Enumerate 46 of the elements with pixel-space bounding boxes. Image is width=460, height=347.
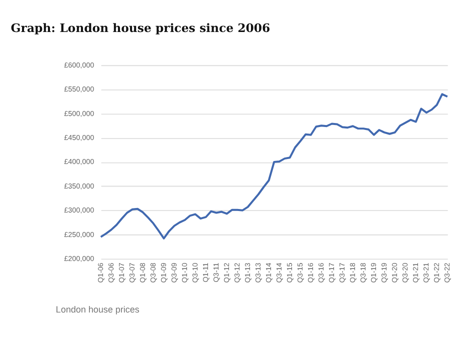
text: London house prices (56, 304, 140, 315)
y-tick-label: £500,000 (64, 108, 94, 118)
y-tick-label: £350,000 (64, 181, 94, 190)
x-tick-label: Q1-15 (285, 262, 294, 283)
x-tick-label: Q3-11 (212, 262, 221, 282)
line-series (100, 93, 448, 240)
x-tick-label: Q3-06 (106, 262, 116, 283)
x-tick-label: Q1-19 (369, 262, 378, 283)
x-tick-label: Q3-19 (380, 262, 389, 283)
chart-title: Graph: London house prices since 2006 (10, 20, 270, 35)
x-tick-label: Q3-18 (358, 262, 368, 283)
x-tick-label: Q1-20 (390, 262, 400, 283)
y-tick-label: £550,000 (64, 84, 94, 94)
x-tick-label: Q3-21 (422, 262, 431, 283)
x-tick-label: Q1-17 (327, 262, 336, 283)
x-tick-label: Q3-07 (128, 262, 137, 283)
x-tick-label: Q1-16 (306, 262, 316, 283)
x-tick-label: Q1-13 (243, 262, 252, 283)
x-tick-label: Q1-22 (432, 262, 442, 283)
x-tick-label: Q1-14 (264, 262, 274, 283)
y-tick-label: £250,000 (64, 230, 94, 239)
x-tick-label: Q3-09 (170, 262, 179, 283)
x-tick-label: Q3-15 (296, 262, 305, 283)
x-tick-label: Q1-06 (96, 262, 106, 283)
x-tick-label: Q1-12 (222, 262, 232, 283)
x-tick-label: Q1-18 (348, 262, 358, 283)
x-tick-label: Q1-08 (138, 262, 148, 283)
x-tick-label: Q1-21 (411, 262, 420, 283)
x-tick-label: Q3-10 (190, 262, 200, 283)
x-tick-label: Q1-09 (159, 262, 168, 283)
y-tick-label: £200,000 (64, 254, 94, 263)
y-tick-label: £450,000 (64, 133, 94, 142)
x-tick-label: Q3-16 (316, 262, 326, 283)
x-tick-label: Q3-14 (274, 262, 284, 283)
x-tick-label: Q3-13 (254, 262, 263, 283)
x-tick-label: Q3-22 (442, 262, 452, 283)
x-tick-label: Q1-11 (201, 262, 210, 282)
x-tick-label: Q3-20 (400, 262, 410, 283)
x-tick-label: Q3-08 (148, 262, 158, 283)
y-tick-label: £600,000 (64, 60, 94, 70)
x-tick-label: Q3-17 (338, 262, 347, 283)
y-tick-label: £400,000 (64, 157, 94, 166)
x-tick-label: Q1-10 (180, 262, 190, 283)
x-tick-label: Q3-12 (232, 262, 242, 283)
y-tick-label: £300,000 (64, 206, 94, 215)
x-tick-label: Q1-07 (117, 262, 126, 283)
